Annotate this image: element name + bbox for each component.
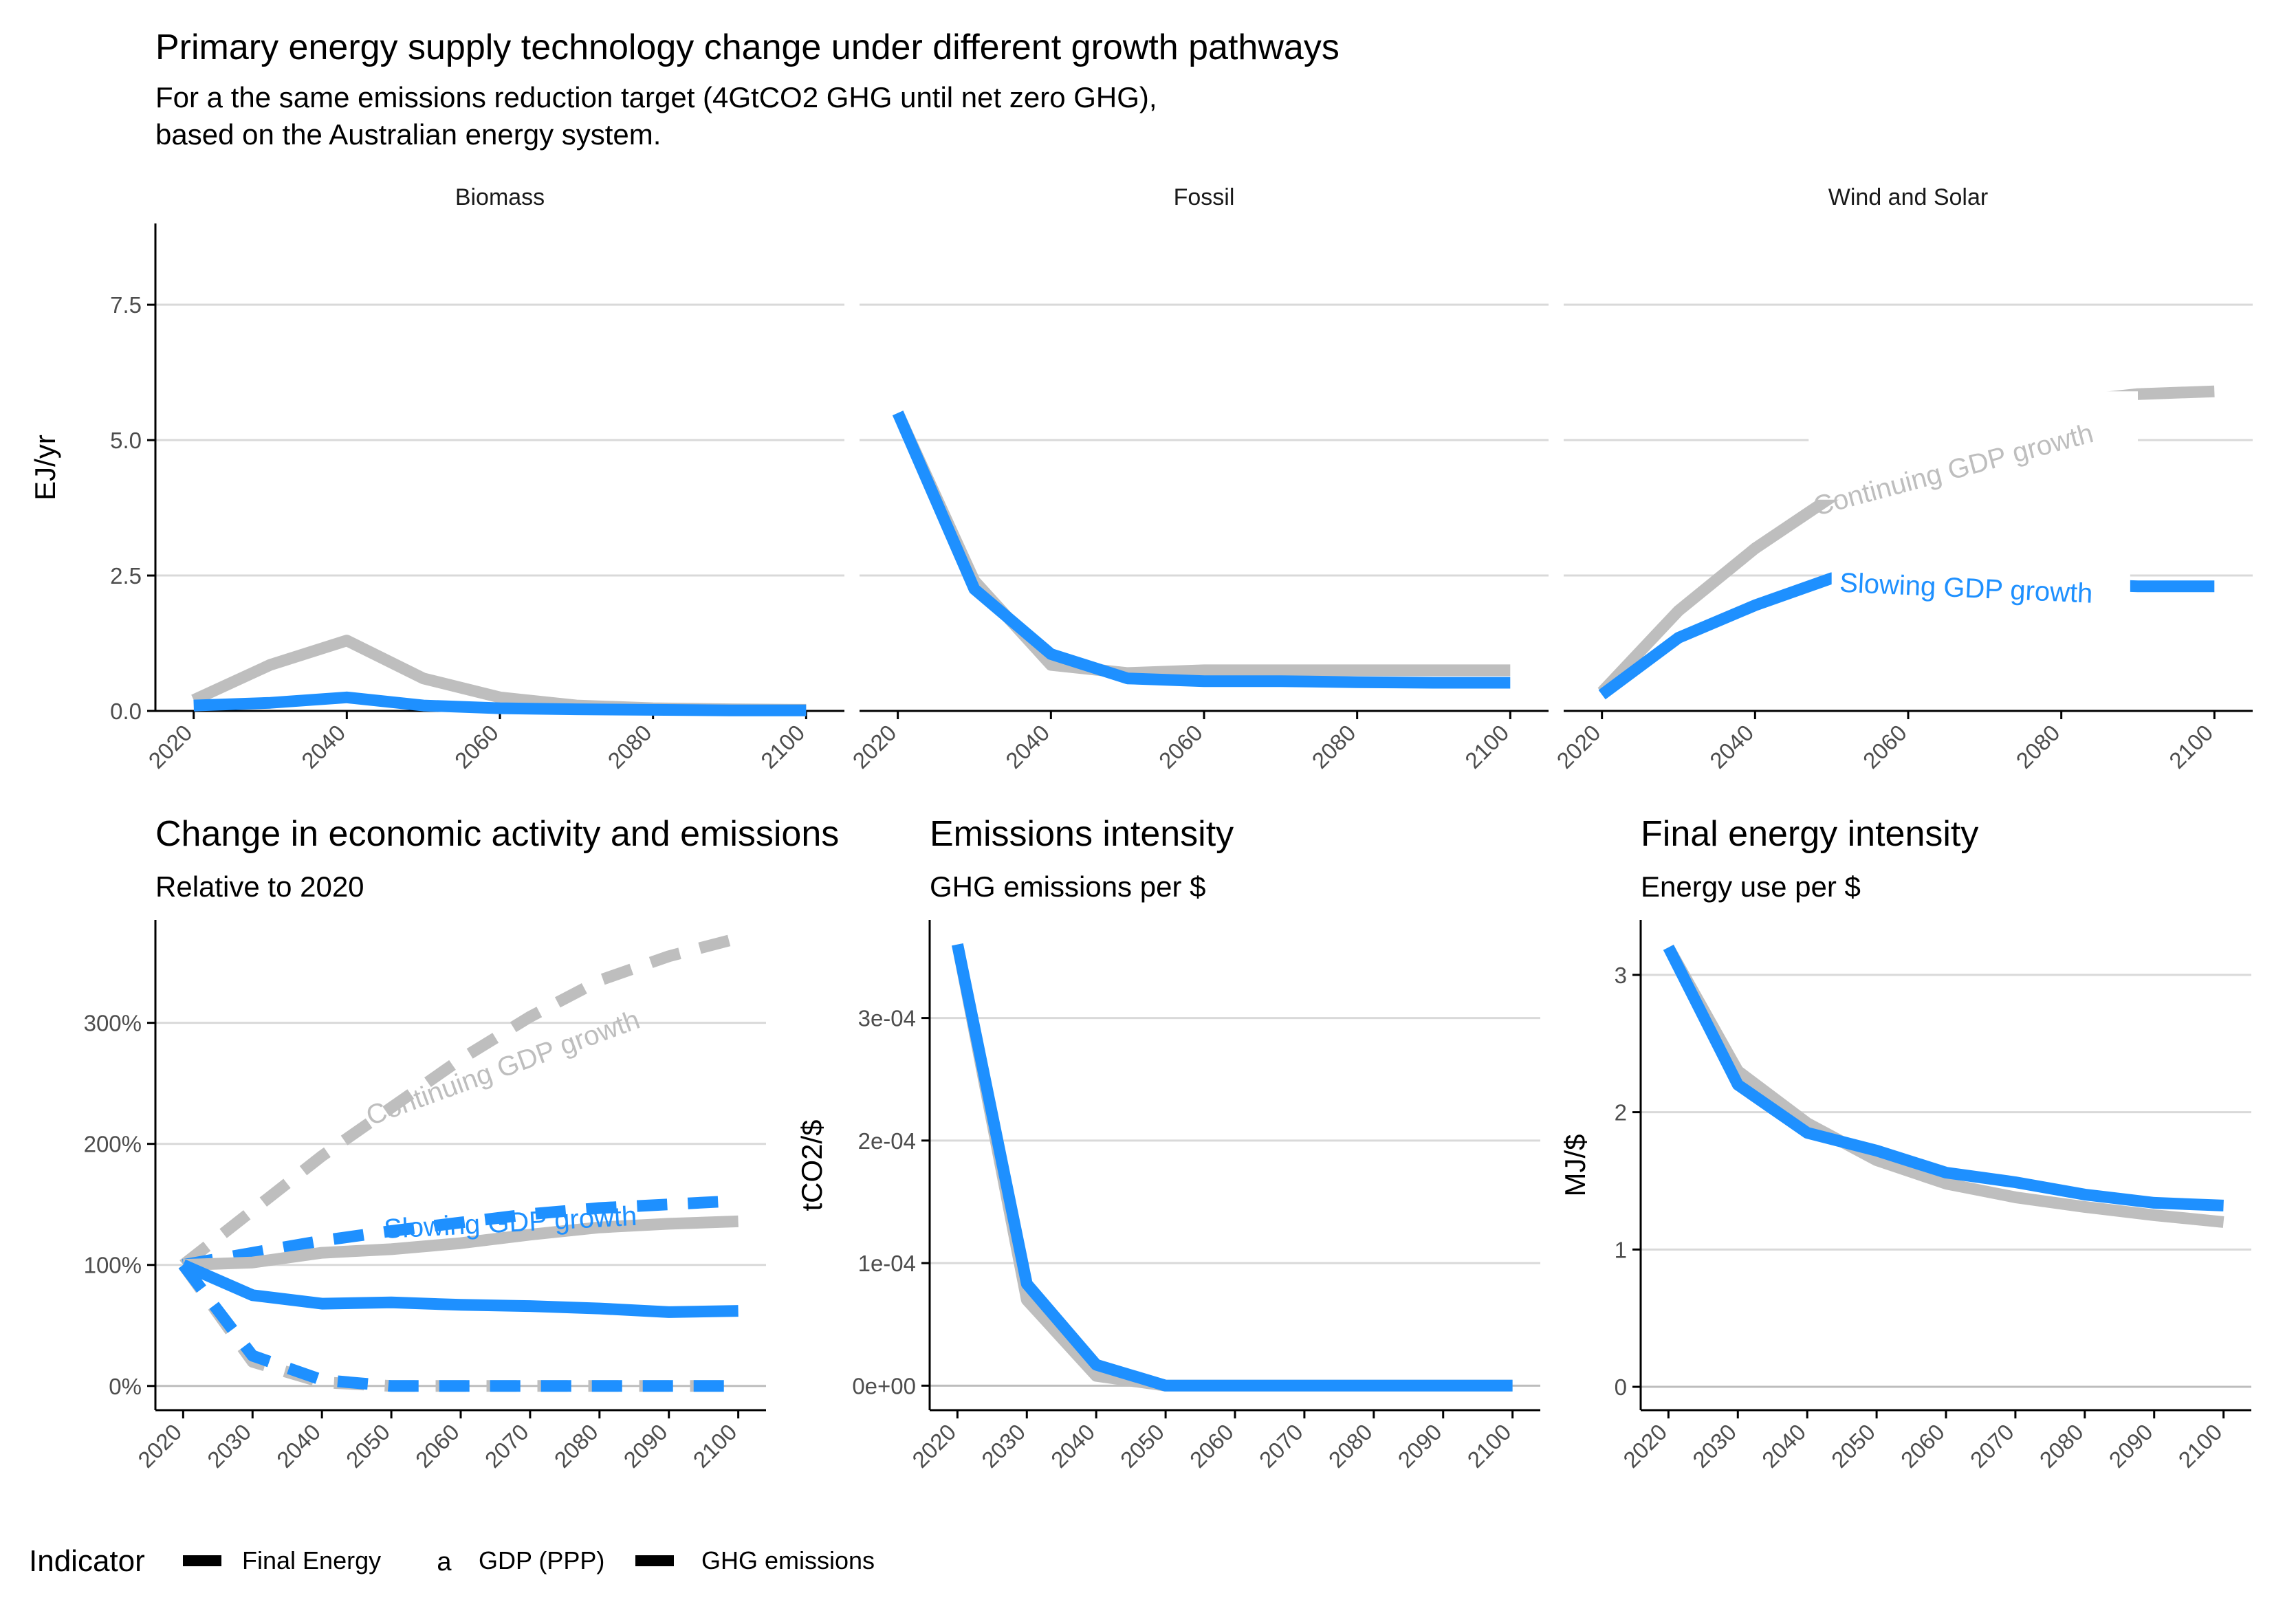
legend-label-final-energy: Final Energy [242, 1546, 381, 1574]
line-gdp-ppp--continuing [179, 932, 740, 1270]
figure-subtitle-line-1: For a the same emissions reduction targe… [155, 81, 1157, 113]
facet-label-biomass: Biomass [455, 184, 545, 210]
fei-y-tick-label: 0 [1615, 1374, 1627, 1400]
emi-y-tick-label: 1e-04 [858, 1251, 916, 1276]
label-mask-continuing [1808, 391, 2138, 500]
panel-title-emissions-intensity: Emissions intensity [930, 814, 1234, 854]
panel-subtitle-emissions-intensity: GHG emissions per $ [930, 870, 1205, 903]
facet-panel-fossil: 2020 2040 2060 2080 2100 [848, 303, 1549, 773]
line-slowing-final-energy-intensity [1663, 945, 2224, 1211]
legend-key-gdp: a [437, 1548, 452, 1577]
eco-y-tick-label: 0% [109, 1374, 142, 1399]
line-gdp-ppp--slowing [182, 1194, 739, 1271]
legend-title: Indicator [29, 1544, 145, 1578]
eco-y-tick-label: 300% [84, 1011, 142, 1036]
facet-label-fossil: Fossil [1174, 184, 1235, 210]
label-mask-slowing [1831, 562, 2130, 600]
panel-title-economic-activity: Change in economic activity and emission… [155, 814, 839, 854]
y-axis-title-emissions-intensity: tCO2/$ [796, 1119, 828, 1211]
facet-y-tick-label: 2.5 [110, 563, 142, 589]
eco-y-tick-label: 200% [84, 1132, 142, 1157]
facet-y-tick-label: 0.0 [110, 699, 142, 724]
panel-title-final-energy-intensity: Final energy intensity [1641, 814, 1978, 854]
y-axis-title-final-energy-intensity: MJ/$ [1559, 1134, 1591, 1196]
legend-label-gdp: GDP (PPP) [479, 1546, 604, 1574]
emi-y-tick-label: 2e-04 [858, 1128, 916, 1154]
legend-key-final-energy [183, 1555, 221, 1566]
line-slowing-emissions-intensity [952, 943, 1513, 1392]
emi-y-tick-label: 3e-04 [858, 1006, 916, 1031]
legend-key-ghg-emissions [635, 1555, 674, 1566]
line-slowing-1 [892, 410, 1511, 689]
figure-subtitle-line-2: based on the Australian energy system. [155, 118, 661, 151]
emi-y-tick-label: 0e+00 [852, 1373, 916, 1398]
facet-y-tick-label: 7.5 [110, 292, 142, 318]
fei-y-tick-label: 3 [1615, 963, 1627, 988]
line-slowing-0 [193, 691, 807, 716]
facet-label-wind-solar: Wind and Solar [1828, 184, 1988, 210]
fei-y-tick-label: 2 [1615, 1100, 1627, 1126]
line-final-energy-slowing [180, 1259, 739, 1318]
eco-y-tick-label: 100% [84, 1253, 142, 1278]
legend: Indicator Final Energy a GDP (PPP) GHG e… [29, 1544, 875, 1578]
y-axis-title-energy: EJ/yr [29, 435, 61, 501]
panel-subtitle-final-energy-intensity: Energy use per $ [1641, 870, 1861, 903]
facet-y-tick-label: 5.0 [110, 428, 142, 453]
fei-y-tick-label: 1 [1615, 1237, 1627, 1262]
line-ghg-emissions-slowing [178, 1261, 739, 1392]
line-final-energy-continuing [183, 1215, 739, 1271]
legend-label-ghg-emissions: GHG emissions [701, 1546, 875, 1574]
panel-subtitle-economic-activity: Relative to 2020 [155, 870, 364, 903]
line-continuing-final-energy-intensity [1663, 944, 2224, 1228]
figure-title: Primary energy supply technology change … [155, 28, 1340, 67]
